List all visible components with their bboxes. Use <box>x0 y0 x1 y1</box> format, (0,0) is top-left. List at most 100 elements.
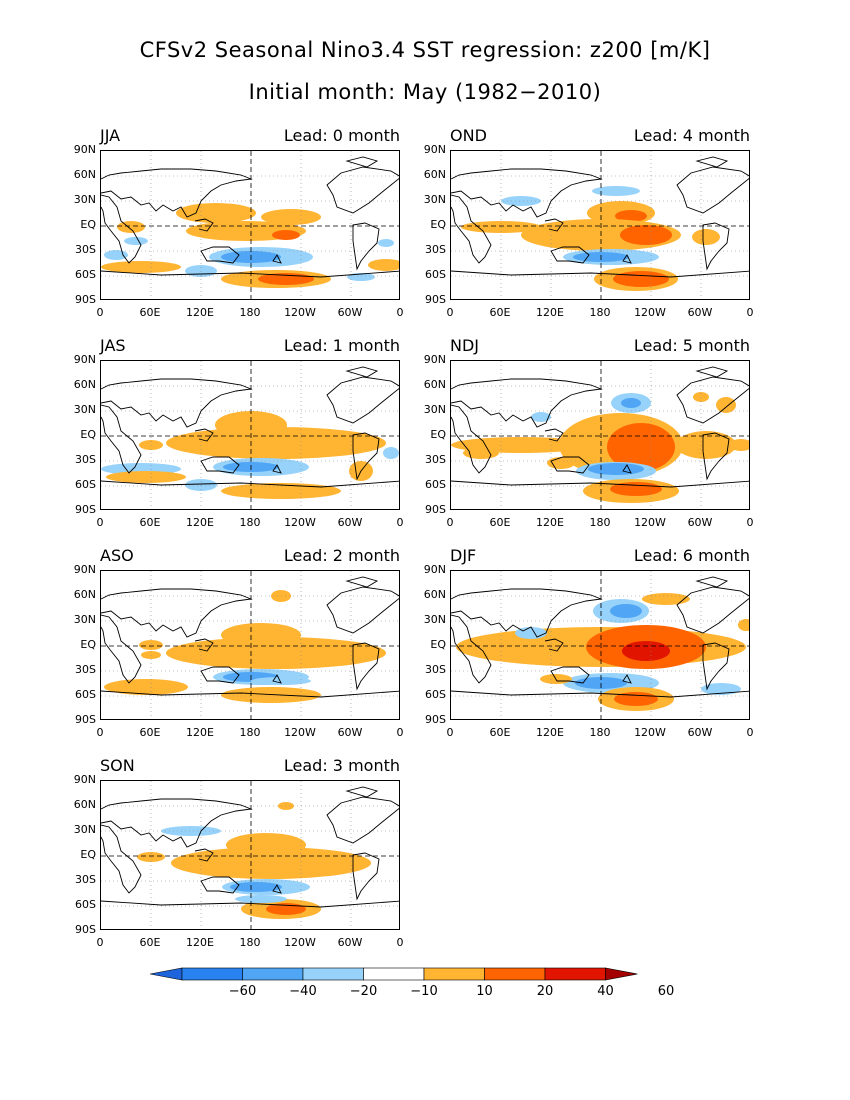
panel-djf: DJF Lead: 6 month 90N 60N 30N EQ 30S 60S 90S 0 60E… <box>424 546 754 739</box>
coastline <box>695 156 729 168</box>
panel-lead-label: Lead: 0 month <box>283 126 400 145</box>
coastline <box>326 376 399 424</box>
panel-season-label: DJF <box>450 546 477 565</box>
lon-tick-label: 120E <box>536 306 564 319</box>
coastline <box>352 432 380 481</box>
coastline <box>200 456 240 474</box>
anomaly-contour <box>613 271 669 287</box>
map-frame <box>100 780 400 930</box>
anomaly-contour <box>347 273 375 281</box>
anomaly-contour <box>610 604 642 618</box>
panel-jja: JJA Lead: 0 month 90N 60N 30N EQ 30S 60S 90S 0 60E… <box>74 126 404 319</box>
anomaly-contour <box>621 398 641 408</box>
lon-tick-label: 60E <box>139 936 161 949</box>
anomaly-contour <box>261 209 321 225</box>
coastline <box>200 876 240 894</box>
lon-tick-label: 60E <box>139 306 161 319</box>
panel-season-label: ASO <box>100 546 134 565</box>
panel-lead-label: Lead: 4 month <box>633 126 750 145</box>
map-plot <box>101 361 399 509</box>
coastline <box>101 270 399 278</box>
anomaly-contour <box>607 423 675 471</box>
map-plot <box>101 781 399 929</box>
anomaly-contour <box>106 471 186 483</box>
lat-tick-label: 30S <box>75 663 96 676</box>
map-plot <box>451 361 749 509</box>
lat-tick-label: EQ <box>80 218 96 231</box>
coastline <box>101 824 142 894</box>
panel-season-label: OND <box>450 126 487 145</box>
anomaly-contour <box>221 687 321 703</box>
anomaly-contour <box>378 239 394 247</box>
anomaly-contour <box>620 225 672 245</box>
coastline <box>544 428 564 442</box>
coastline <box>695 366 729 378</box>
lon-tick-label: 120E <box>186 516 214 529</box>
coastline <box>194 638 214 652</box>
coastline <box>326 166 399 214</box>
lon-tick-label: 180 <box>589 306 611 319</box>
colorbar-tick-label: −60 <box>228 984 257 999</box>
coastline <box>101 900 399 908</box>
lat-tick-label: 30S <box>75 243 96 256</box>
anomaly-contour <box>615 210 647 222</box>
lat-tick-label: 60S <box>75 268 96 281</box>
lat-tick-label: 60S <box>75 688 96 701</box>
panel-season-label: NDJ <box>450 336 480 355</box>
colorbar-tick-label: 40 <box>597 984 614 999</box>
panel-lead-label: Lead: 6 month <box>633 546 750 565</box>
lon-tick-label: 120W <box>284 726 316 739</box>
coastline <box>345 156 379 168</box>
coastline <box>352 852 380 901</box>
lon-tick-label: 60E <box>489 726 511 739</box>
map-plot <box>451 151 749 299</box>
lon-tick-label: 0 <box>396 306 404 319</box>
panel-lead-label: Lead: 2 month <box>283 546 400 565</box>
lat-tick-label: 60S <box>75 898 96 911</box>
coastline <box>451 168 603 218</box>
coastline <box>272 464 282 474</box>
coastline <box>676 586 749 634</box>
coastline <box>550 666 590 684</box>
coastline <box>702 222 730 271</box>
map-plot <box>451 571 749 719</box>
lon-tick-label: 120E <box>536 516 564 529</box>
anomaly-contour <box>161 826 221 836</box>
lat-tick-label: 90N <box>423 563 446 576</box>
panel-lead-label: Lead: 5 month <box>633 336 750 355</box>
lon-tick-label: 0 <box>396 726 404 739</box>
lon-tick-label: 180 <box>239 936 261 949</box>
colorbar-segment <box>544 967 606 981</box>
panel-ndj: NDJ Lead: 5 month 90N 60N 30N EQ 30S 60S 90S 0 60E… <box>424 336 754 529</box>
coastline <box>451 404 492 474</box>
coastline <box>194 428 214 442</box>
lon-tick-label: 180 <box>239 726 261 739</box>
anomaly-contour <box>251 677 311 685</box>
coastline <box>272 254 282 264</box>
anomaly-contour <box>692 229 720 245</box>
lat-tick-label: 90N <box>73 143 96 156</box>
anomaly-contour <box>738 619 749 631</box>
lon-tick-label: 0 <box>746 726 754 739</box>
lon-tick-label: 60W <box>687 726 713 739</box>
panel-son: SON Lead: 3 month 90N 60N 30N EQ 30S 60S 90S 0 60E… <box>74 756 404 949</box>
lat-tick-label: 60N <box>423 378 446 391</box>
map-frame <box>450 570 750 720</box>
colorbar-tick-label: 10 <box>476 984 493 999</box>
colorbar-tick-label: 60 <box>657 984 675 999</box>
lon-tick-label: 0 <box>96 726 104 739</box>
anomaly-contour <box>176 203 256 223</box>
coastline <box>622 464 632 474</box>
panel-season-label: SON <box>100 756 135 775</box>
lon-tick-label: 120W <box>634 516 666 529</box>
anomaly-contour <box>101 261 181 273</box>
panel-lead-label: Lead: 1 month <box>283 336 400 355</box>
anomaly-contour <box>588 463 644 475</box>
coastline <box>272 884 282 894</box>
coastline <box>101 690 399 698</box>
anomaly-contour <box>230 882 282 892</box>
coastline <box>352 642 380 691</box>
anomaly-contour <box>166 637 386 669</box>
lat-tick-label: 60N <box>73 798 96 811</box>
lat-tick-label: 30S <box>425 453 446 466</box>
